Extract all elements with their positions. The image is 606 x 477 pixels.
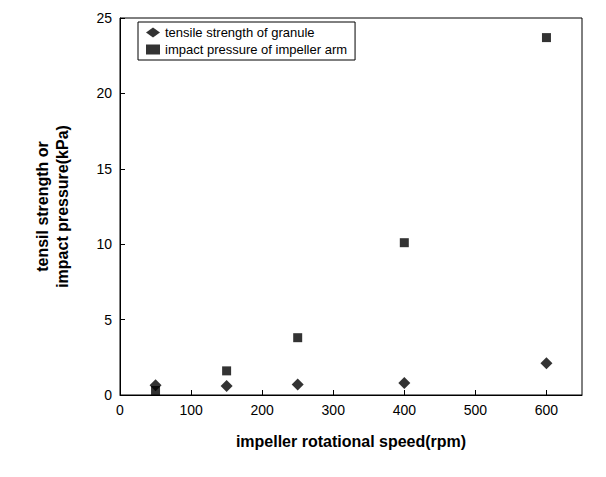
svg-text:0: 0 <box>116 402 124 418</box>
svg-text:tensile strength of granule: tensile strength of granule <box>165 25 315 40</box>
svg-text:300: 300 <box>322 402 346 418</box>
svg-text:impact pressure(kPa): impact pressure(kPa) <box>54 125 71 288</box>
svg-text:600: 600 <box>535 402 559 418</box>
svg-text:15: 15 <box>96 161 112 177</box>
svg-text:400: 400 <box>393 402 417 418</box>
svg-text:100: 100 <box>179 402 203 418</box>
svg-text:5: 5 <box>104 312 112 328</box>
svg-text:0: 0 <box>104 387 112 403</box>
svg-text:20: 20 <box>96 85 112 101</box>
svg-text:25: 25 <box>96 10 112 26</box>
svg-text:impact pressure of impeller ar: impact pressure of impeller arm <box>165 42 347 57</box>
svg-text:500: 500 <box>464 402 488 418</box>
svg-text:tensil strength or: tensil strength or <box>34 141 51 272</box>
svg-text:200: 200 <box>250 402 274 418</box>
svg-text:10: 10 <box>96 236 112 252</box>
svg-text:impeller rotational speed(rpm): impeller rotational speed(rpm) <box>236 433 466 450</box>
